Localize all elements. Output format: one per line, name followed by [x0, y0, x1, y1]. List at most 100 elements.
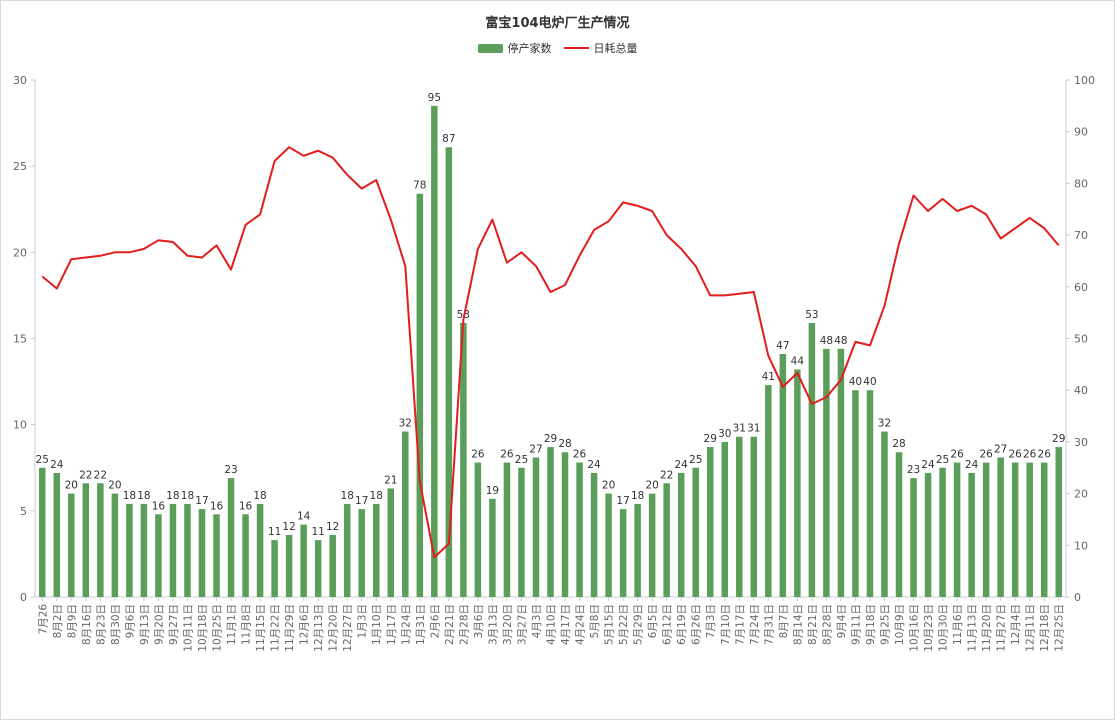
bar-value-label: 18 [370, 490, 383, 502]
bar-value-label: 18 [631, 490, 644, 502]
y-right-tick-label: 0 [1074, 591, 1081, 604]
bar-value-label: 20 [645, 480, 658, 492]
bar-value-label: 18 [341, 490, 354, 502]
bar [852, 390, 859, 597]
bar-value-label: 18 [253, 490, 266, 502]
x-tick-label: 3月27日 [516, 604, 528, 645]
bar-value-label: 20 [65, 480, 78, 492]
x-tick-label: 12月18日 [1039, 604, 1051, 652]
bar-value-label: 26 [1023, 449, 1037, 461]
bar [227, 478, 235, 597]
bar [300, 524, 307, 597]
bar [953, 462, 961, 597]
y-right-tick-label: 30 [1074, 436, 1088, 449]
bar [910, 478, 917, 597]
bar [939, 467, 946, 597]
x-tick-label: 9月4日 [836, 604, 848, 638]
bar-value-label: 29 [1052, 433, 1065, 445]
bar [794, 369, 801, 597]
bar-value-label: 48 [834, 335, 847, 347]
x-tick-label: 7月26 [37, 604, 49, 635]
bar-value-label: 26 [500, 449, 514, 461]
bar [634, 503, 641, 597]
bar [169, 503, 177, 597]
bar [576, 462, 583, 597]
x-tick-label: 2月21日 [444, 604, 456, 645]
x-tick-label: 10月30日 [938, 604, 950, 652]
x-tick-label: 8月30日 [110, 604, 122, 645]
y-right-tick-label: 50 [1074, 333, 1088, 346]
x-tick-label: 9月18日 [865, 604, 877, 645]
bar [387, 488, 395, 597]
x-tick-label: 4月17日 [560, 604, 572, 645]
x-tick-label: 12月11日 [1025, 604, 1037, 652]
bar-value-label: 17 [195, 495, 208, 507]
bar [765, 385, 772, 597]
bar-value-label: 87 [442, 133, 455, 145]
x-tick-label: 8月7日 [778, 604, 790, 638]
bar-value-label: 29 [544, 433, 557, 445]
x-tick-label: 8月28日 [821, 604, 833, 645]
x-tick-label: 10月16日 [909, 604, 921, 652]
bar-value-label: 26 [573, 449, 587, 461]
bar [489, 498, 496, 597]
x-tick-label: 8月21日 [807, 604, 819, 645]
x-tick-label: 5月22日 [618, 604, 630, 645]
bar [126, 503, 133, 597]
y-right-tick-label: 10 [1074, 539, 1088, 552]
bar-value-label: 22 [660, 469, 673, 481]
bar-value-label: 40 [863, 376, 876, 388]
y-right-tick-label: 90 [1074, 126, 1088, 139]
x-tick-label: 11月6日 [952, 604, 964, 645]
x-tick-label: 11月29日 [284, 604, 296, 652]
legend-bar-label: 停产家数 [507, 42, 552, 55]
bar-value-label: 28 [892, 438, 905, 450]
y-right-tick-label: 70 [1074, 229, 1088, 242]
bar [895, 452, 903, 597]
bar-value-label: 31 [733, 423, 746, 435]
bar [68, 493, 75, 597]
x-tick-label: 10月18日 [197, 604, 209, 652]
bar-value-label: 16 [239, 500, 253, 512]
bar [271, 540, 278, 597]
x-tick-label: 9月20日 [153, 604, 165, 645]
bar-value-label: 25 [36, 454, 49, 466]
legend-item-line[interactable]: 日耗总量 [563, 40, 638, 56]
bar-value-label: 25 [515, 454, 528, 466]
bar-value-label: 44 [791, 356, 805, 368]
x-tick-label: 1月3日 [357, 604, 369, 638]
bar [924, 472, 932, 597]
bar-value-label: 53 [805, 309, 818, 321]
bar [402, 431, 409, 597]
y-right-tick-label: 80 [1074, 177, 1088, 190]
bar [677, 472, 685, 597]
bar [982, 462, 990, 597]
x-tick-label: 12月4日 [1010, 604, 1022, 645]
x-tick-label: 7月24日 [749, 604, 761, 645]
chart-title: 富宝104电炉厂生产情况 [485, 16, 630, 31]
bar [721, 441, 729, 597]
x-tick-label: 3月6日 [473, 604, 485, 638]
bar-value-label: 26 [1008, 449, 1022, 461]
bar-value-label: 20 [602, 480, 615, 492]
bar-value-label: 47 [776, 340, 789, 352]
bar [198, 509, 206, 597]
bar-value-label: 19 [486, 485, 499, 497]
bar [590, 472, 598, 597]
bar [329, 534, 336, 597]
x-tick-label: 8月14日 [792, 604, 804, 645]
x-tick-label: 6月26日 [691, 604, 703, 645]
y-right-tick-label: 20 [1074, 488, 1088, 501]
bar [358, 509, 365, 597]
bar [82, 483, 90, 597]
bar-value-label: 21 [384, 474, 397, 486]
x-tick-label: 9月11日 [850, 604, 862, 645]
bar [518, 467, 525, 597]
legend-item-bar[interactable]: 停产家数 [477, 40, 552, 56]
bar-value-label: 26 [1038, 449, 1052, 461]
bar-value-label: 23 [907, 464, 920, 476]
bar [997, 457, 1004, 597]
bar [968, 472, 975, 597]
bar-value-label: 26 [979, 449, 993, 461]
